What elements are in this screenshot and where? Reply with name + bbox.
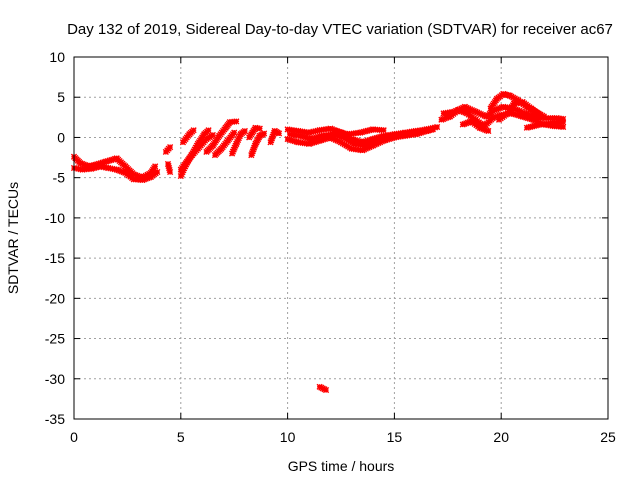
data-point <box>434 123 441 131</box>
data-point <box>205 127 212 134</box>
x-axis-label: GPS time / hours <box>288 458 395 474</box>
data-point <box>234 136 242 144</box>
data-point <box>269 133 276 140</box>
y-tick-label: 0 <box>57 129 65 145</box>
plot-frame <box>73 56 609 420</box>
y-tick-label: -25 <box>45 331 65 347</box>
data-point <box>380 127 387 134</box>
x-tick-label: 0 <box>70 429 78 445</box>
data-point <box>248 150 256 157</box>
data-point <box>209 131 216 139</box>
data-point <box>231 129 238 136</box>
x-tick-label: 15 <box>387 429 403 445</box>
grid-lines <box>74 57 608 419</box>
data-point <box>248 152 255 159</box>
data-point <box>268 137 275 144</box>
data-point <box>232 142 239 149</box>
data-point <box>233 118 240 125</box>
data-point <box>178 171 185 178</box>
data-point <box>234 138 241 146</box>
x-tick-label: 10 <box>280 429 296 445</box>
y-axis-label: SDTVAR / TECUs <box>5 182 21 294</box>
data-point <box>540 113 548 120</box>
data-point <box>270 131 277 138</box>
data-points <box>70 90 567 394</box>
data-point <box>228 150 236 157</box>
data-point <box>250 146 257 153</box>
data-point <box>236 133 243 140</box>
data-point <box>229 148 237 155</box>
y-tick-label: -10 <box>45 210 65 226</box>
data-point <box>177 172 184 180</box>
data-point <box>393 132 400 139</box>
y-tick-label: -30 <box>45 371 65 387</box>
data-point <box>429 126 436 133</box>
data-point <box>485 127 492 135</box>
data-point <box>560 115 567 123</box>
data-point <box>154 168 161 176</box>
data-point <box>560 119 567 126</box>
chart-title: Day 132 of 2019, Sidereal Day-to-day VTE… <box>67 21 613 38</box>
data-point <box>235 134 242 142</box>
data-point <box>256 125 263 132</box>
data-point <box>241 127 248 135</box>
data-point <box>167 168 174 176</box>
y-tick-label: 10 <box>49 49 65 65</box>
y-tick-label: -15 <box>45 250 65 266</box>
data-point <box>536 111 543 119</box>
y-tick-label: -35 <box>45 411 65 427</box>
data-point <box>251 144 258 151</box>
y-tick-label: -5 <box>53 170 66 186</box>
y-tick-label: 5 <box>57 89 65 105</box>
data-point <box>560 123 567 131</box>
data-point <box>251 142 258 149</box>
data-point <box>268 135 276 142</box>
data-point <box>267 139 274 146</box>
data-point <box>230 146 237 153</box>
data-point <box>190 127 197 134</box>
x-tick-label: 20 <box>493 429 509 445</box>
data-point <box>261 130 268 137</box>
data-point <box>167 144 174 151</box>
data-point <box>270 129 278 136</box>
x-tick-label: 25 <box>600 429 616 445</box>
data-point <box>249 148 256 155</box>
axis-ticks: 0 5 10 15 20 25 -35 -30 -25 -20 -15 -10 -5 0 5 10 <box>45 49 616 445</box>
data-point <box>322 386 330 394</box>
y-tick-label: -20 <box>45 290 65 306</box>
data-point <box>233 140 240 147</box>
data-point <box>231 144 238 151</box>
x-tick-label: 5 <box>177 429 185 445</box>
data-point <box>152 163 159 170</box>
data-point <box>275 130 283 137</box>
